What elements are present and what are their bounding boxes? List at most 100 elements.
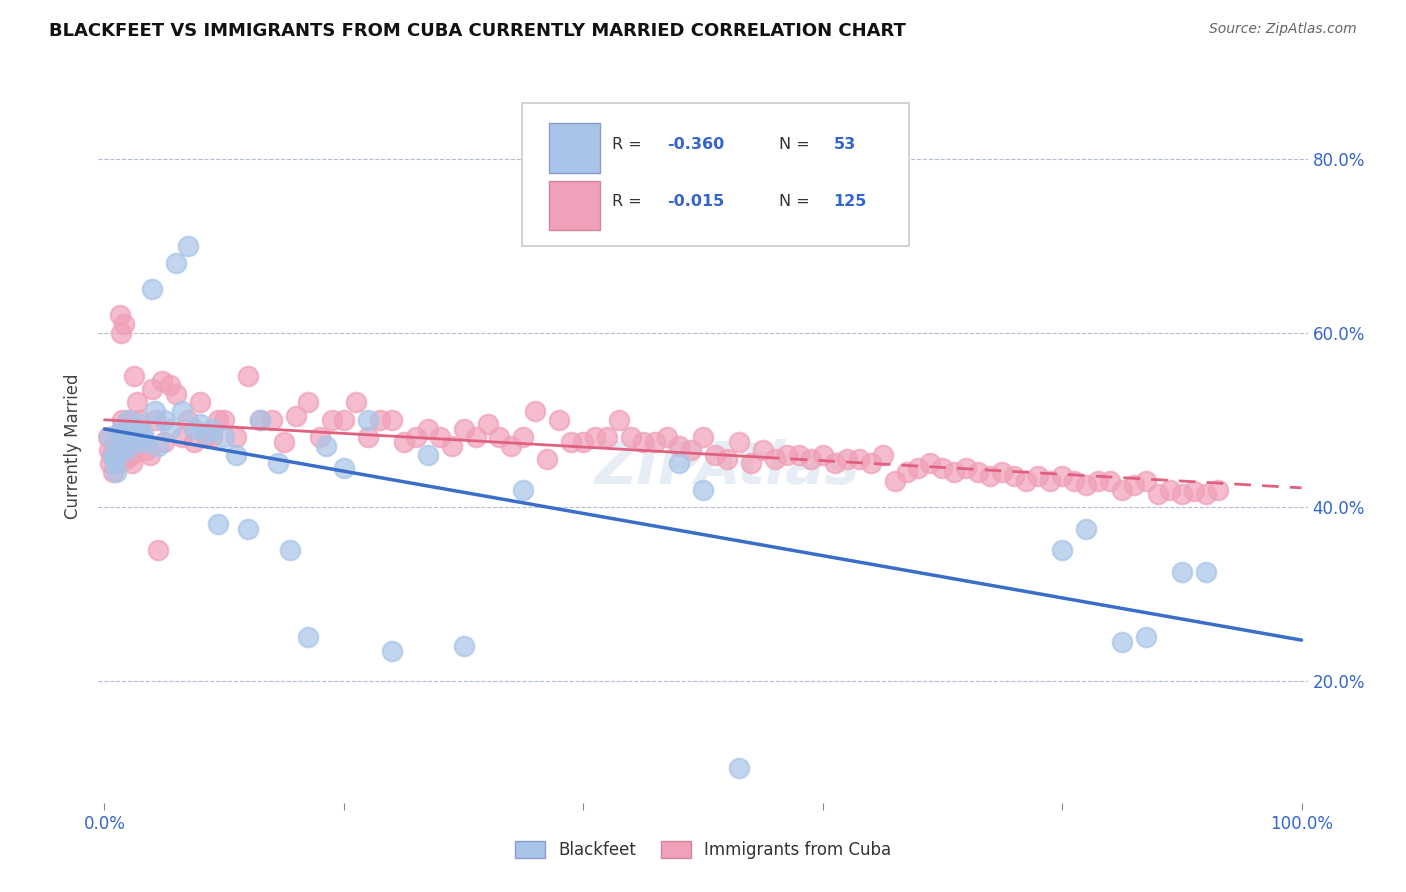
- Point: [655, 430, 678, 444]
- Text: -0.015: -0.015: [666, 194, 724, 210]
- Point: [1002, 469, 1025, 483]
- Point: [236, 522, 259, 536]
- Point: [1123, 478, 1146, 492]
- Point: [405, 430, 427, 444]
- Point: [811, 448, 834, 462]
- FancyBboxPatch shape: [550, 180, 600, 230]
- Point: [118, 430, 141, 444]
- Point: [153, 434, 176, 449]
- Point: [488, 430, 510, 444]
- Point: [125, 395, 148, 409]
- Point: [1135, 631, 1157, 645]
- Point: [115, 443, 138, 458]
- Point: [141, 383, 163, 397]
- Point: [139, 448, 162, 462]
- Point: [381, 413, 404, 427]
- Point: [704, 448, 727, 462]
- FancyBboxPatch shape: [550, 123, 600, 173]
- Point: [896, 465, 918, 479]
- Text: 53: 53: [834, 137, 856, 153]
- Point: [800, 452, 823, 467]
- Point: [453, 421, 475, 435]
- Point: [631, 434, 654, 449]
- Point: [728, 434, 751, 449]
- Point: [824, 457, 846, 471]
- Point: [153, 413, 176, 427]
- Text: N =: N =: [779, 137, 815, 153]
- Text: 125: 125: [834, 194, 868, 210]
- Point: [207, 413, 229, 427]
- Point: [165, 256, 187, 270]
- Point: [249, 413, 271, 427]
- Point: [201, 430, 224, 444]
- Point: [236, 369, 259, 384]
- Point: [1182, 484, 1205, 499]
- Point: [100, 457, 122, 471]
- Text: R =: R =: [613, 137, 647, 153]
- Point: [124, 369, 146, 384]
- Point: [101, 448, 124, 462]
- Point: [464, 430, 486, 444]
- Point: [135, 434, 157, 449]
- Point: [172, 430, 194, 444]
- Point: [110, 326, 132, 340]
- Text: N =: N =: [779, 194, 815, 210]
- Point: [1195, 487, 1218, 501]
- Point: [132, 430, 155, 444]
- Point: [132, 425, 155, 440]
- Point: [115, 443, 138, 458]
- Point: [1074, 478, 1097, 492]
- Point: [333, 413, 356, 427]
- Point: [1147, 487, 1170, 501]
- Y-axis label: Currently Married: Currently Married: [65, 373, 83, 519]
- Point: [103, 452, 125, 467]
- Point: [512, 483, 534, 497]
- Point: [955, 460, 977, 475]
- Point: [1050, 469, 1073, 483]
- Point: [114, 439, 136, 453]
- Point: [416, 448, 439, 462]
- Point: [117, 413, 139, 427]
- Point: [309, 430, 332, 444]
- Text: Source: ZipAtlas.com: Source: ZipAtlas.com: [1209, 22, 1357, 37]
- Point: [115, 452, 138, 467]
- Point: [177, 413, 200, 427]
- Point: [100, 430, 122, 444]
- Point: [120, 430, 142, 444]
- Point: [512, 430, 534, 444]
- Point: [212, 413, 235, 427]
- Point: [1050, 543, 1073, 558]
- Point: [1015, 474, 1038, 488]
- Point: [1026, 469, 1049, 483]
- Point: [297, 395, 319, 409]
- Point: [357, 430, 380, 444]
- FancyBboxPatch shape: [522, 103, 908, 246]
- Point: [150, 374, 173, 388]
- Point: [357, 413, 380, 427]
- Point: [107, 425, 129, 440]
- Point: [129, 413, 152, 427]
- Point: [143, 404, 166, 418]
- Point: [596, 430, 619, 444]
- Point: [183, 421, 205, 435]
- Point: [321, 413, 343, 427]
- Point: [249, 413, 271, 427]
- Point: [1171, 565, 1194, 579]
- Text: -0.360: -0.360: [666, 137, 724, 153]
- Point: [429, 430, 451, 444]
- Text: ZIPAtlas: ZIPAtlas: [595, 439, 860, 496]
- Point: [188, 395, 211, 409]
- Point: [183, 434, 205, 449]
- Point: [344, 395, 367, 409]
- Point: [112, 439, 135, 453]
- Point: [883, 474, 905, 488]
- Point: [225, 448, 247, 462]
- Point: [848, 452, 870, 467]
- Point: [111, 413, 134, 427]
- Point: [416, 421, 439, 435]
- Point: [1206, 483, 1229, 497]
- Point: [207, 517, 229, 532]
- Point: [145, 413, 167, 427]
- Point: [1111, 635, 1133, 649]
- Point: [728, 761, 751, 775]
